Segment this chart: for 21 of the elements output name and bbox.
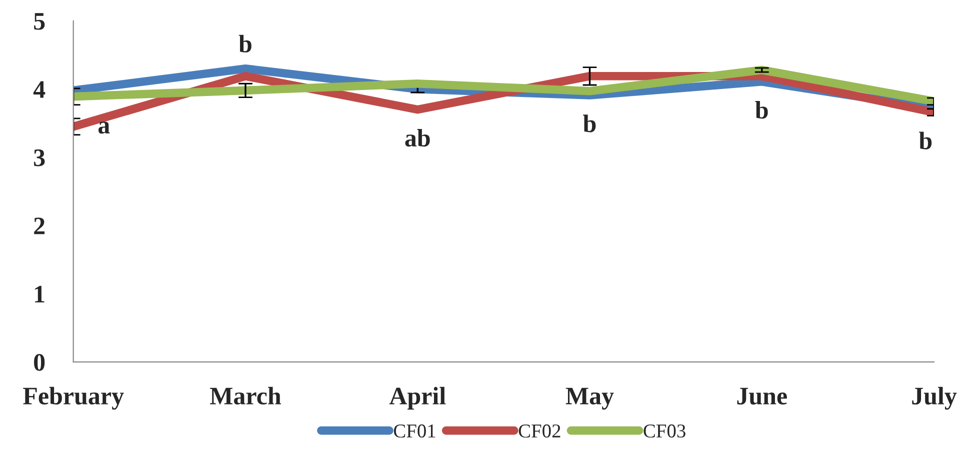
x-tick-label: June — [737, 388, 787, 405]
annotation: b — [238, 34, 252, 52]
annotation: a — [98, 122, 110, 134]
annotation: ab — [405, 128, 430, 147]
y-tick-label: 2 — [34, 218, 44, 234]
annotation: b — [919, 132, 932, 150]
x-tick-label: July — [912, 386, 957, 410]
legend-label: CF01 — [394, 424, 436, 438]
y-tick-label: 1 — [35, 286, 44, 302]
y-tick-label: 0 — [34, 354, 45, 371]
annotation: b — [755, 101, 768, 119]
legend-label: CF03 — [644, 424, 686, 438]
y-tick-label: 5 — [34, 13, 45, 30]
y-tick-label: 3 — [34, 149, 45, 166]
y-tick-label: 4 — [33, 81, 46, 98]
x-tick-label: February — [23, 386, 124, 410]
x-tick-label: March — [210, 386, 281, 405]
annotation: b — [583, 114, 596, 132]
x-tick-label: April — [389, 386, 446, 410]
x-tick-label: May — [566, 388, 614, 410]
legend-label: CF02 — [518, 424, 560, 438]
